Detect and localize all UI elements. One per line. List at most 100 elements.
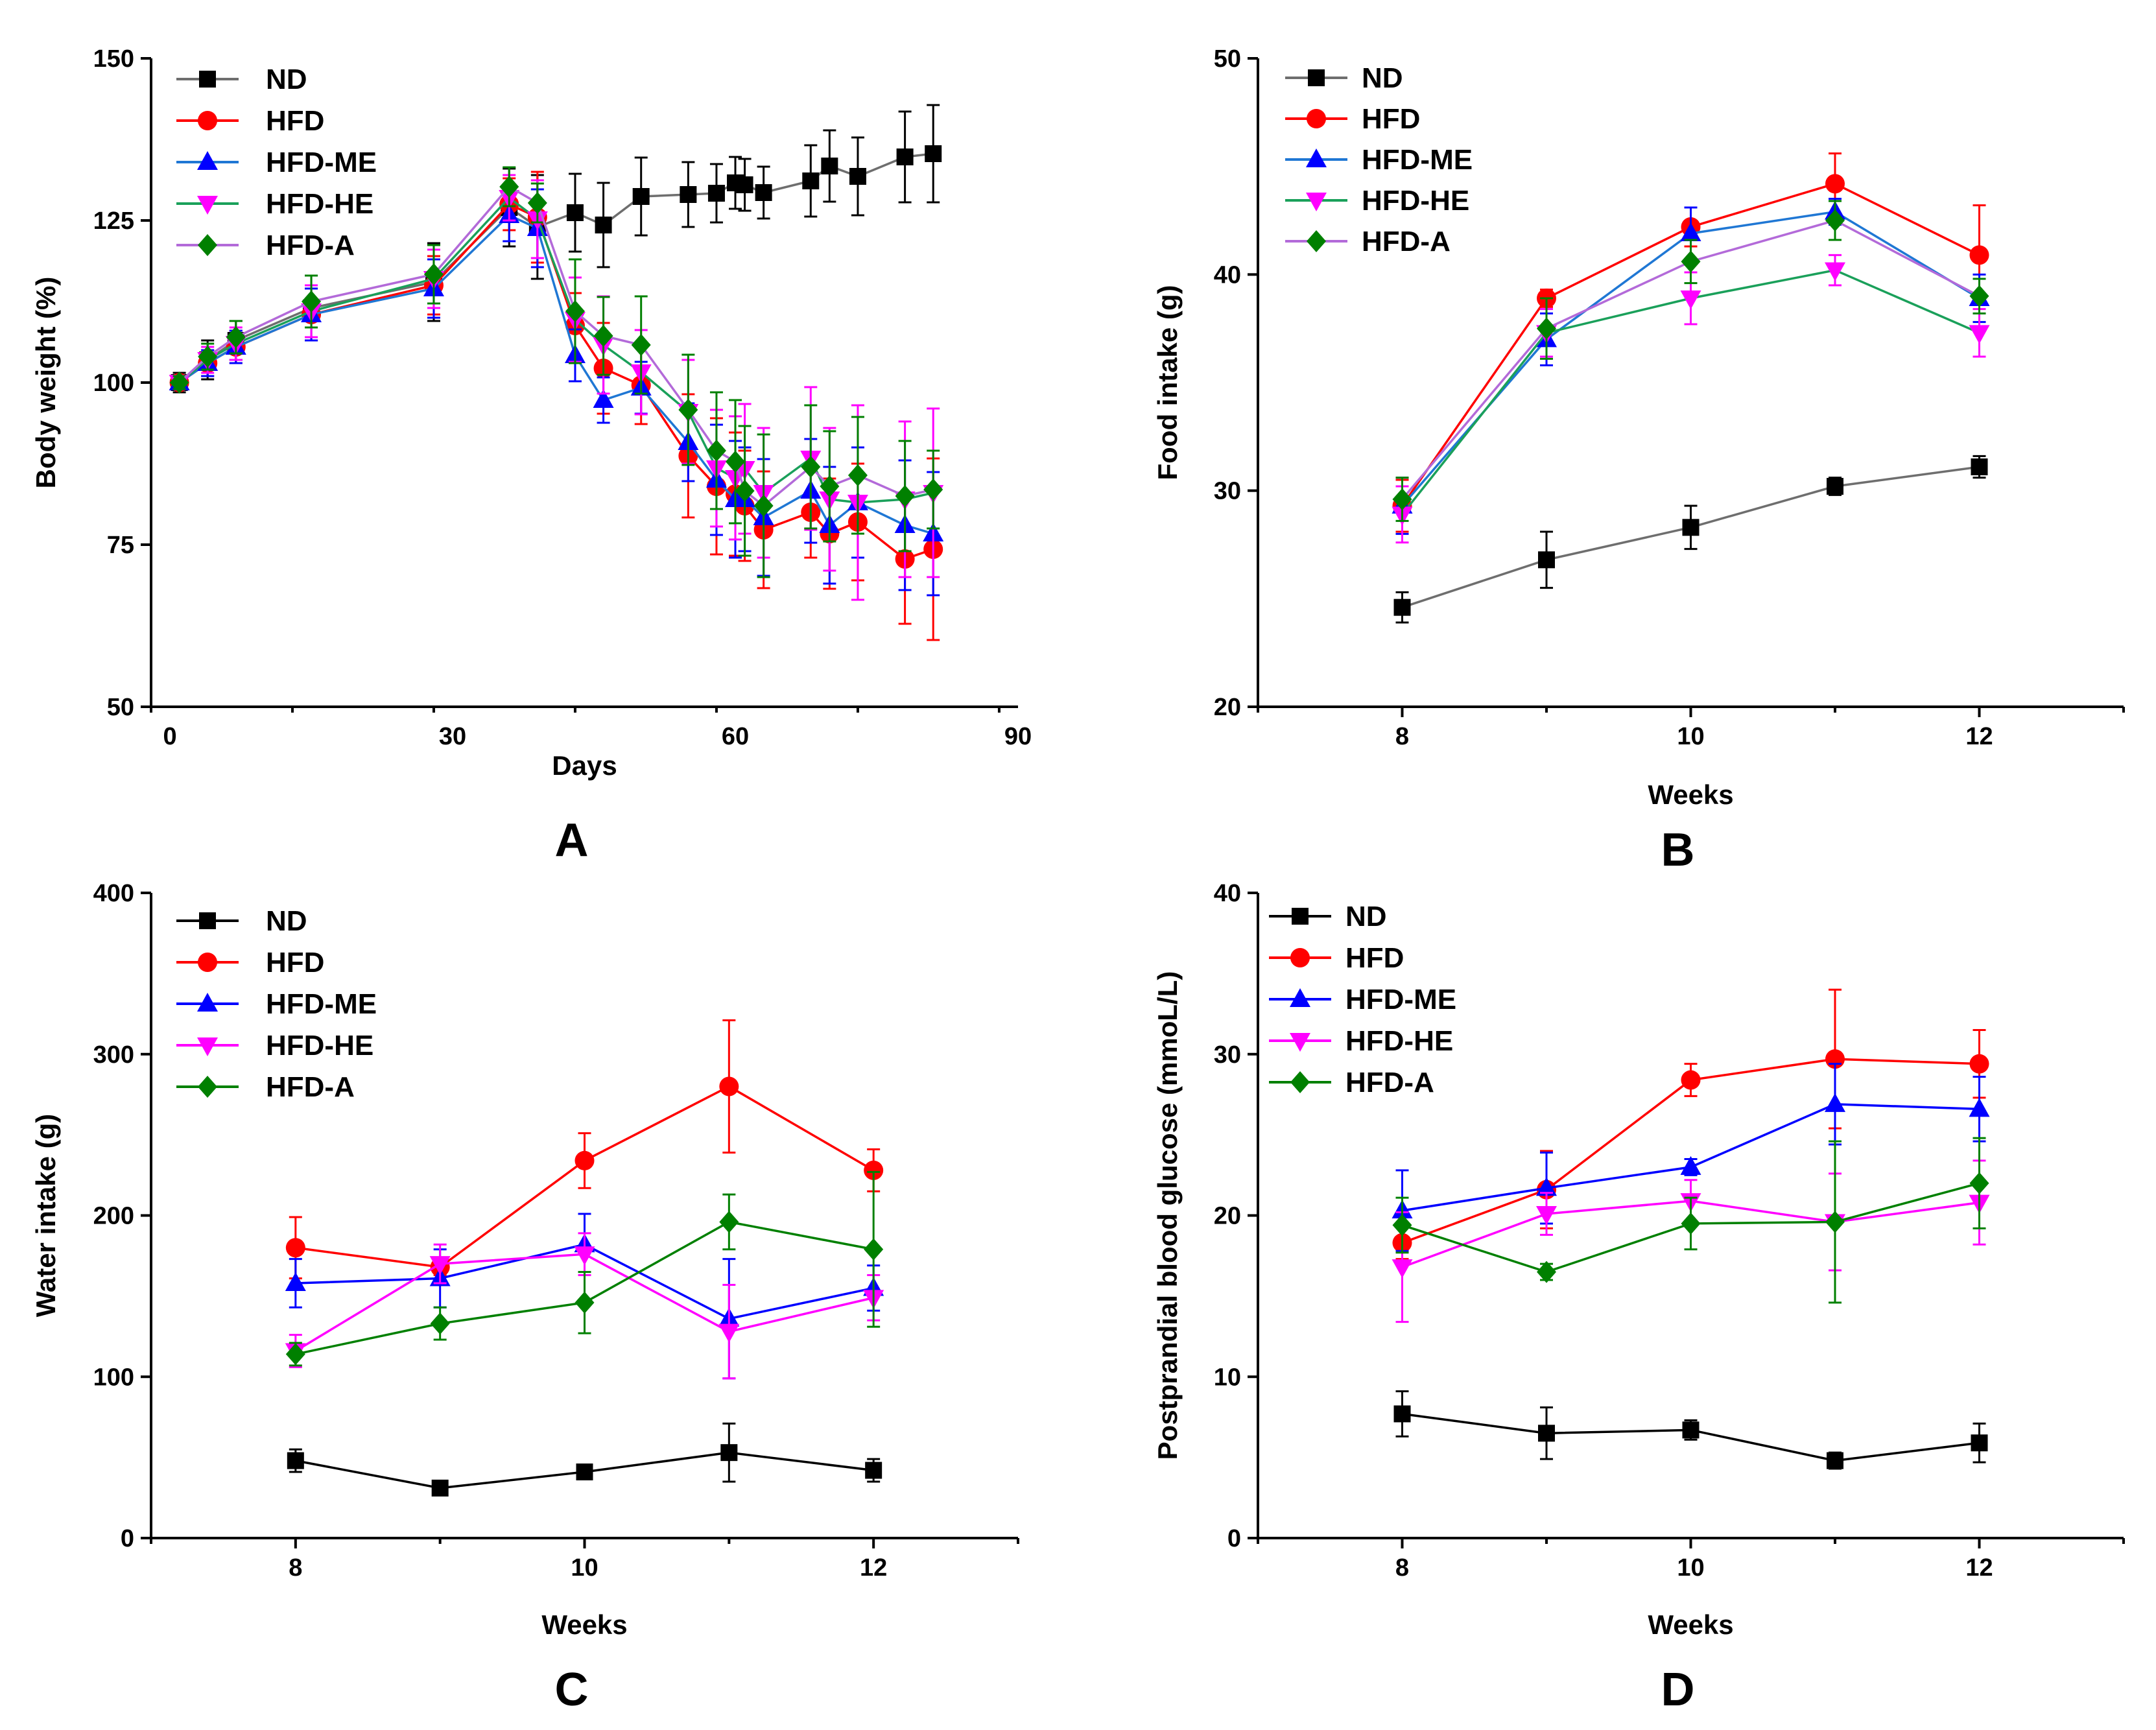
data-point [1969,1054,1989,1074]
data-point [429,1256,451,1275]
legend-item-hfd-me: HFD-ME [176,988,377,1020]
x-axis-title: Weeks [1648,779,1733,810]
data-point [593,389,614,408]
legend-marker [1292,908,1309,925]
x-tick-label: 10 [571,1554,598,1582]
data-point [566,204,584,221]
legend-label: HFD-HE [266,188,373,220]
legend-label: HFD [1362,103,1420,135]
data-point [1393,1405,1411,1423]
legend-label: ND [266,64,307,95]
legend-marker [1306,148,1327,167]
data-point [719,1211,739,1233]
data-point [1393,598,1411,616]
data-point [1681,1070,1701,1090]
data-point [1827,1452,1843,1469]
data-point [287,1452,304,1469]
legend-label: ND [1345,901,1387,932]
x-axis-title: Weeks [1648,1609,1733,1640]
data-point [431,1479,449,1497]
data-point [499,176,519,198]
data-point [1680,290,1701,309]
legend-item-hfd-a: HFD-A [1285,226,1451,257]
data-point [1537,317,1556,340]
data-point [849,168,866,185]
legend-label: HFD-A [1362,226,1451,257]
legend-item-nd: ND [176,905,307,937]
data-point [753,495,774,517]
legend-marker [1290,948,1310,967]
x-tick-label: 0 [163,723,176,750]
chart-panel-d: 0 10 20 30 40 8 10 12 Weeks Postprandial blood gl… [1152,880,2125,1716]
y-tick-label: 40 [1214,880,1241,907]
legend-marker [1290,988,1310,1007]
data-point [1680,1155,1701,1175]
data-point [1827,478,1843,495]
y-tick-label: 100 [93,370,134,397]
data-point [575,1291,595,1314]
data-point [1536,1206,1557,1226]
legend-item-hfd-he: HFD-HE [1269,1025,1453,1057]
data-point [1537,1261,1556,1283]
data-point [726,451,746,473]
data-point [575,1150,595,1170]
data-point [1825,209,1845,231]
x-tick-label: 10 [1677,723,1704,750]
series-hfd-a [169,166,943,578]
data-point [1681,1212,1701,1235]
legend-marker [1307,109,1326,128]
legend-label: HFD-ME [1362,144,1473,176]
legend-label: HFD-HE [266,1030,373,1061]
legend: ND HFD HFD-ME HFD-HE HFD-A [176,905,377,1103]
legend-label: HFD [1345,942,1404,974]
legend-marker [197,151,218,170]
y-axis-title: Food intake (g) [1152,285,1183,480]
data-point [1681,250,1701,273]
data-point [802,172,820,189]
x-tick-label: 30 [439,723,466,750]
data-point [574,1246,595,1266]
legend-marker [1308,69,1325,86]
legend-item-hfd-a: HFD-A [1269,1067,1434,1098]
y-tick-label: 20 [1214,694,1241,721]
legend-marker [1290,1033,1310,1052]
legend-item-hfd: HFD [1285,103,1420,135]
y-tick-label: 150 [93,45,134,73]
chart-panel-b: 20 30 40 50 8 10 12 Weeks Food intake (g) B ND HFD H… [1152,45,2125,876]
x-tick-label: 8 [289,1554,302,1582]
series-nd [1393,455,1988,624]
data-point [1680,222,1701,241]
legend-label: HFD-HE [1345,1025,1453,1057]
legend-item-hfd: HFD [176,105,324,137]
legend-marker [199,71,216,88]
data-point [1969,1172,1989,1194]
series-hfd-he [1392,254,1990,544]
y-tick-label: 100 [93,1364,134,1391]
legend-label: HFD [266,947,324,978]
legend-label: HFD-ME [1345,984,1456,1015]
legend-label: ND [266,905,307,937]
data-point [1825,174,1845,194]
legend-label: HFD-ME [266,988,377,1020]
data-point [1825,262,1845,281]
legend-marker [198,234,217,256]
data-point [801,456,821,478]
data-point [718,1323,740,1343]
legend-label: HFD-A [1345,1067,1434,1098]
x-tick-label: 60 [722,723,749,750]
legend-marker [197,993,218,1012]
data-point [864,1160,884,1180]
legend-marker [197,196,218,215]
panel-label: A [555,814,589,866]
data-point [285,1238,305,1258]
legend-marker [1307,230,1326,252]
panel-label: D [1661,1664,1695,1716]
y-tick-label: 300 [93,1041,134,1069]
y-tick-label: 400 [93,880,134,907]
legend-label: ND [1362,62,1403,94]
series-hfd-a [285,1170,884,1367]
legend-item-nd: ND [1269,901,1387,932]
legend-marker [198,953,217,972]
chart-panel-a: 50 75 100 125 150 0 30 60 90 Days Body weight (%) A… [30,45,1032,866]
